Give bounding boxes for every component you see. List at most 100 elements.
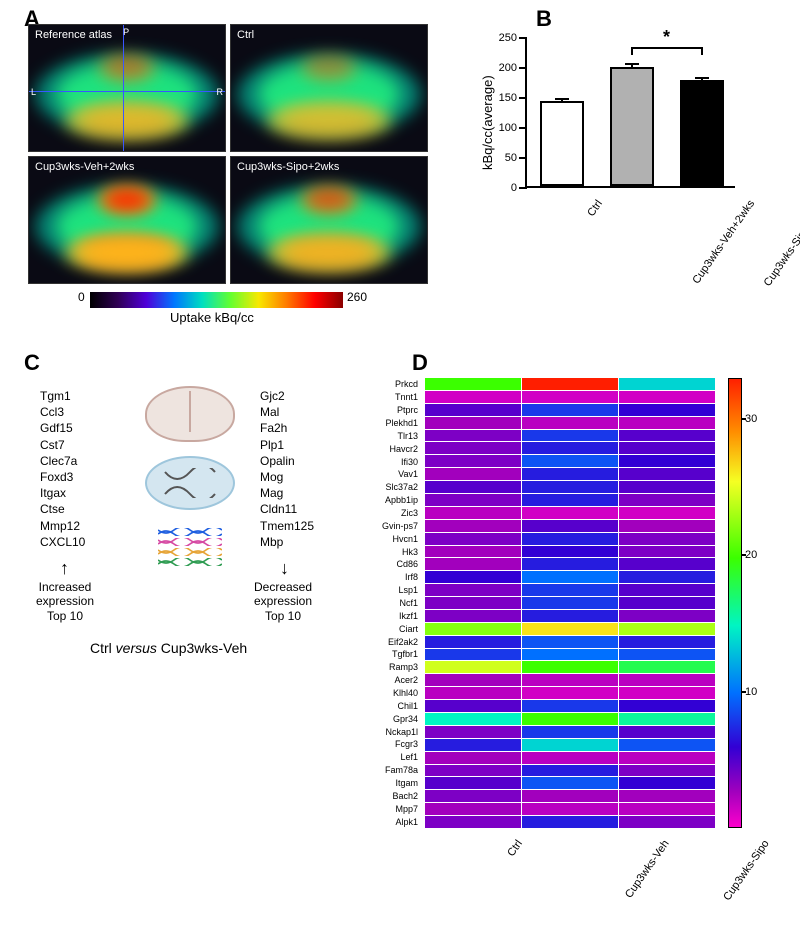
heatmap-cell	[425, 494, 521, 506]
heatmap-gene-label: Mpp7	[340, 802, 422, 815]
heatmap-cell	[425, 790, 521, 802]
heatmap-cell	[619, 378, 715, 390]
heatmap-cell	[522, 571, 618, 583]
gene-name: Opalin	[260, 453, 314, 469]
panel-d-heatmap: PrkcdTnnt1PtprcPlekhd1Tlr13Havcr2Ifi30Va…	[340, 370, 780, 910]
heatmap-cell	[619, 687, 715, 699]
panel-label-c: C	[24, 350, 40, 376]
heatmap-cell	[425, 661, 521, 673]
heatmap-cell	[522, 674, 618, 686]
gene-name: Foxd3	[40, 469, 85, 485]
heatmap-gene-label: Vav1	[340, 468, 422, 481]
panel-c-diagram: Tgm1Ccl3Gdf15Cst7Clec7aFoxd3ItgaxCtseMmp…	[40, 360, 380, 640]
scan-label: Cup3wks-Veh+2wks	[35, 161, 134, 173]
heatmap-cell	[619, 507, 715, 519]
heatmap-gene-label: Acer2	[340, 674, 422, 687]
bar	[610, 67, 653, 186]
heatmap-cell	[425, 752, 521, 764]
heatmap-cell	[425, 533, 521, 545]
heatmap-cell	[619, 790, 715, 802]
heatmap-cell	[522, 597, 618, 609]
sequence-helix-icon	[158, 528, 222, 568]
ytick-label: 250	[489, 32, 517, 44]
heatmap-cell	[619, 455, 715, 467]
upregulated-gene-list: Tgm1Ccl3Gdf15Cst7Clec7aFoxd3ItgaxCtseMmp…	[40, 388, 85, 550]
panel-label-b: B	[536, 6, 552, 32]
heatmap-gene-label: Prkcd	[340, 378, 422, 391]
heatmap-cell	[522, 481, 618, 493]
ytick-label: 50	[489, 152, 517, 164]
heatmap-cbar-tick: 20	[745, 549, 757, 561]
ytick-label: 100	[489, 122, 517, 134]
gene-name: Cldn11	[260, 501, 314, 517]
heatmap-cell	[522, 623, 618, 635]
heatmap-gene-label: Gvin-ps7	[340, 519, 422, 532]
heatmap-cell	[425, 430, 521, 442]
heatmap-gene-label: Nckap1l	[340, 725, 422, 738]
heatmap-cell	[522, 533, 618, 545]
heatmap-cell	[619, 584, 715, 596]
heatmap-cell	[425, 623, 521, 635]
heatmap-cell	[425, 739, 521, 751]
heatmap-cell	[619, 558, 715, 570]
heatmap-gene-label: Hk3	[340, 545, 422, 558]
heatmap-cell	[522, 649, 618, 661]
heatmap-cell	[522, 777, 618, 789]
heatmap-gene-label: Ptprc	[340, 404, 422, 417]
ytick-label: 200	[489, 62, 517, 74]
gene-name: Mal	[260, 404, 314, 420]
heatmap-cell	[619, 649, 715, 661]
gene-name: Plp1	[260, 437, 314, 453]
heatmap-gene-label: Irf8	[340, 571, 422, 584]
heatmap-cell	[619, 520, 715, 532]
gene-name: Tmem125	[260, 518, 314, 534]
significance-star: *	[663, 27, 670, 48]
heatmap-cell	[522, 378, 618, 390]
gene-name: Itgax	[40, 485, 85, 501]
heatmap-cell	[425, 520, 521, 532]
scan-label: Ctrl	[237, 29, 254, 41]
heatmap-gene-label: Tnnt1	[340, 391, 422, 404]
heatmap-gene-label: Itgam	[340, 777, 422, 790]
gene-name: CXCL10	[40, 534, 85, 550]
gene-name: Ccl3	[40, 404, 85, 420]
heatmap-gene-label: Hvcn1	[340, 532, 422, 545]
heatmap-cell	[619, 481, 715, 493]
heatmap-cell	[425, 442, 521, 454]
down-arrow-icon: ↓	[280, 558, 289, 579]
heatmap-gene-label: Plekhd1	[340, 417, 422, 430]
heatmap-gene-label: Ifi30	[340, 455, 422, 468]
heatmap-cell	[619, 816, 715, 828]
heatmap-gene-label: Chil1	[340, 699, 422, 712]
heatmap-grid	[425, 378, 715, 828]
heatmap-cell	[522, 584, 618, 596]
heatmap-cell	[619, 417, 715, 429]
heatmap-cell	[425, 636, 521, 648]
heatmap-cell	[619, 494, 715, 506]
heatmap-gene-label: Apbb1ip	[340, 494, 422, 507]
heatmap-cell	[522, 404, 618, 416]
heatmap-cell	[619, 533, 715, 545]
brain-scan: Cup3wks-Veh+2wks	[28, 156, 226, 284]
gene-name: Gjc2	[260, 388, 314, 404]
heatmap-cbar-tick: 10	[745, 686, 757, 698]
bar-xlabel: Ctrl	[585, 198, 605, 219]
heatmap-cell	[522, 726, 618, 738]
heatmap-gene-label: Ncf1	[340, 597, 422, 610]
heatmap-cell	[619, 661, 715, 673]
heatmap-cell	[425, 687, 521, 699]
heatmap-cell	[425, 417, 521, 429]
heatmap-cell	[425, 571, 521, 583]
gene-name: Mmp12	[40, 518, 85, 534]
scan-label: Reference atlas	[35, 29, 112, 41]
heatmap-cell	[522, 713, 618, 725]
heatmap-cell	[522, 520, 618, 532]
heatmap-cell	[425, 765, 521, 777]
heatmap-cell	[619, 404, 715, 416]
heatmap-cbar-tick: 30	[745, 413, 757, 425]
heatmap-cell	[619, 623, 715, 635]
gene-name: Mbp	[260, 534, 314, 550]
bar-xlabel: Cup3wks-Sipo+2wks	[761, 198, 800, 289]
heatmap-cell	[425, 674, 521, 686]
ytick-label: 150	[489, 92, 517, 104]
